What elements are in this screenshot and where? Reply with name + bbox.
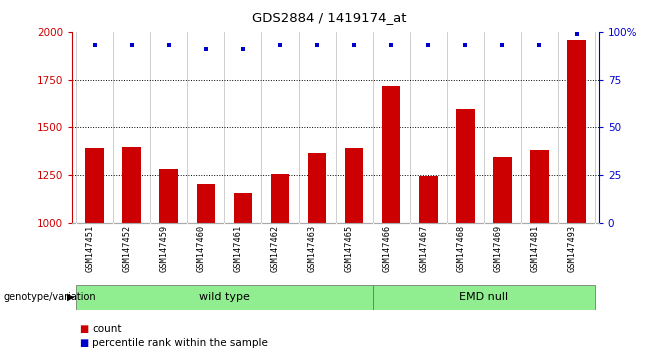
Bar — [419, 176, 438, 223]
Text: ▶: ▶ — [67, 292, 74, 302]
Text: GSM147466: GSM147466 — [382, 224, 392, 272]
Text: GSM147467: GSM147467 — [419, 224, 428, 272]
Text: percentile rank within the sample: percentile rank within the sample — [92, 338, 268, 348]
Bar — [86, 148, 104, 223]
Bar — [270, 174, 290, 223]
Text: GSM147469: GSM147469 — [494, 224, 503, 272]
Text: GSM147459: GSM147459 — [160, 224, 168, 272]
Text: GSM147481: GSM147481 — [530, 224, 540, 272]
Bar — [456, 109, 474, 223]
Text: GSM147465: GSM147465 — [345, 224, 354, 272]
Bar — [76, 285, 372, 310]
Text: GSM147452: GSM147452 — [122, 224, 132, 272]
Text: count: count — [92, 324, 122, 333]
Bar — [530, 150, 549, 223]
Bar — [567, 40, 586, 223]
Text: ■: ■ — [79, 338, 88, 348]
Bar — [234, 193, 252, 223]
Text: ■: ■ — [79, 324, 88, 333]
Text: genotype/variation: genotype/variation — [3, 292, 96, 302]
Text: GSM147493: GSM147493 — [568, 224, 576, 272]
Text: GSM147463: GSM147463 — [308, 224, 317, 272]
Bar — [308, 153, 326, 223]
Bar — [122, 147, 141, 223]
Text: GSM147468: GSM147468 — [457, 224, 465, 272]
Text: GSM147461: GSM147461 — [234, 224, 243, 272]
Bar — [493, 157, 512, 223]
Text: GSM147460: GSM147460 — [197, 224, 206, 272]
Bar — [345, 148, 363, 223]
Text: GDS2884 / 1419174_at: GDS2884 / 1419174_at — [252, 11, 406, 24]
Bar — [159, 170, 178, 223]
Bar — [197, 184, 215, 223]
Text: GSM147462: GSM147462 — [271, 224, 280, 272]
Text: GSM147451: GSM147451 — [86, 224, 95, 272]
Bar — [372, 285, 595, 310]
Text: wild type: wild type — [199, 292, 250, 302]
Bar — [382, 86, 401, 223]
Text: EMD null: EMD null — [459, 292, 509, 302]
